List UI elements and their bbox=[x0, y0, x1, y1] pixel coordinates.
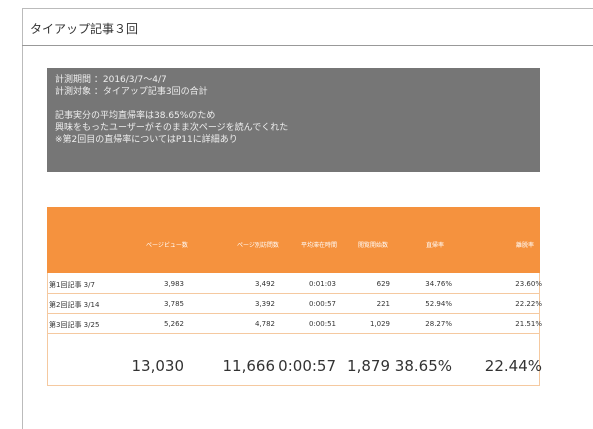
table-body bbox=[47, 273, 540, 386]
summary-line: 興味をもったユーザーがそのまま次ページを読んでくれた bbox=[55, 123, 289, 133]
column-header: 離脱率 bbox=[515, 242, 534, 249]
cell: 3,785 bbox=[163, 300, 184, 308]
row-divider bbox=[47, 293, 540, 294]
page-title: タイアップ記事３回 bbox=[30, 22, 139, 36]
cell: 3,392 bbox=[254, 300, 275, 308]
total-cell: 1,879 bbox=[347, 357, 390, 375]
cell: 52.94% bbox=[425, 300, 452, 308]
cell: 629 bbox=[376, 280, 390, 288]
summary-line: ※第2回目の直帰率についてはP11に詳細あり bbox=[55, 135, 238, 145]
row-label: 第3回記事 3/25 bbox=[49, 321, 100, 329]
cell: 3,983 bbox=[163, 280, 184, 288]
cell: 221 bbox=[376, 300, 390, 308]
cell: 0:01:03 bbox=[309, 280, 336, 288]
cell: 22.22% bbox=[515, 300, 542, 308]
title-rule bbox=[22, 45, 593, 46]
cell: 0:00:57 bbox=[309, 300, 336, 308]
cell: 1,029 bbox=[369, 320, 390, 328]
row-divider bbox=[47, 313, 540, 314]
column-header: 平均滞在時間 bbox=[300, 242, 337, 249]
cell: 0:00:51 bbox=[309, 320, 336, 328]
cell: 3,492 bbox=[254, 280, 275, 288]
cell: 4,782 bbox=[254, 320, 275, 328]
cell: 34.76% bbox=[425, 280, 452, 288]
total-cell: 13,030 bbox=[131, 357, 185, 375]
frame bbox=[22, 8, 593, 429]
summary-line: 記事実分の平均直帰率は38.65%のため bbox=[55, 111, 216, 121]
column-header: ページビュー数 bbox=[146, 242, 188, 249]
cell: 5,262 bbox=[163, 320, 184, 328]
cell: 21.51% bbox=[515, 320, 542, 328]
row-label: 第1回記事 3/7 bbox=[49, 281, 95, 289]
row-divider bbox=[47, 333, 540, 334]
total-cell: 38.65% bbox=[394, 357, 452, 375]
column-header: 直帰率 bbox=[425, 242, 444, 249]
column-header: 閲覧開始数 bbox=[357, 242, 388, 249]
cell: 23.60% bbox=[515, 280, 542, 288]
summary-box: 計測期間 ：2016/3/7～4/7 計測対象 ：タイアップ記事3回の合計 記事実分… bbox=[47, 68, 540, 172]
total-cell: 22.44% bbox=[484, 357, 542, 375]
row-label: 第2回記事 3/14 bbox=[49, 301, 100, 309]
total-cell: 0:00:57 bbox=[278, 357, 336, 375]
table-header bbox=[47, 207, 540, 273]
summary-line: 計測対象 ：タイアップ記事3回の合計 bbox=[55, 87, 208, 97]
summary-line: 計測期間 ：2016/3/7～4/7 bbox=[55, 75, 167, 85]
cell: 28.27% bbox=[425, 320, 452, 328]
total-cell: 11,666 bbox=[222, 357, 276, 375]
column-header: ページ別訪問数 bbox=[237, 242, 279, 249]
